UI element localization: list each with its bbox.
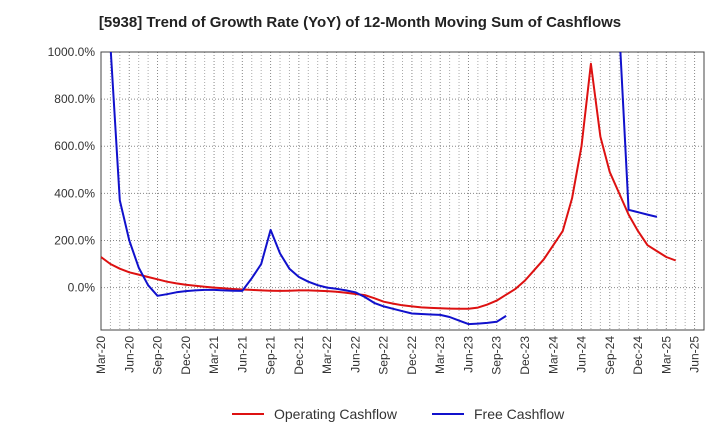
x-tick-label: Jun-24 [575, 336, 589, 373]
y-tick-label: 1000.0% [48, 45, 96, 59]
grid-layer [101, 51, 704, 330]
x-tick-label: Jun-23 [461, 336, 475, 373]
x-tick-label: Mar-20 [94, 336, 108, 374]
x-tick-label: Sep-22 [377, 336, 391, 375]
x-tick-label: Dec-22 [405, 336, 419, 375]
x-tick-label: Sep-24 [603, 336, 617, 375]
x-tick-label: Jun-20 [122, 336, 136, 373]
legend: Operating Cashflow Free Cashflow [232, 406, 565, 422]
chart-title: [5938] Trend of Growth Rate (YoY) of 12-… [98, 14, 622, 31]
x-tick-label: Mar-25 [659, 336, 673, 374]
series-layer [101, 52, 677, 326]
x-tick-label: Mar-22 [320, 336, 334, 374]
x-tick-label: Mar-23 [433, 336, 447, 374]
y-tick-label: 800.0% [54, 92, 95, 106]
y-tick-label: 600.0% [54, 139, 95, 153]
x-tick-label: Jun-21 [235, 336, 249, 373]
legend-label: Operating Cashflow [274, 406, 398, 422]
plot-area [100, 51, 705, 331]
y-tick-label: 200.0% [54, 233, 95, 247]
x-tick-label: Sep-23 [490, 336, 504, 375]
x-tick-label: Dec-24 [631, 336, 645, 375]
y-tick-label: 400.0% [54, 186, 95, 200]
x-tick-label: Mar-21 [207, 336, 221, 374]
x-tick-label: Jun-25 [688, 336, 702, 373]
series-line-operating-cashflow [101, 62, 677, 310]
x-tick-label: Dec-21 [292, 336, 306, 375]
x-tick-label: Sep-21 [264, 336, 278, 375]
y-axis: 0.0% 200.0% 400.0% 600.0% 800.0% 1000.0% [48, 45, 96, 295]
y-tick-label: 0.0% [68, 281, 96, 295]
series-line-free-cashflow [619, 52, 658, 218]
x-tick-label: Dec-20 [179, 336, 193, 375]
x-tick-label: Dec-23 [518, 336, 532, 375]
series-line-free-cashflow [109, 52, 507, 326]
legend-label: Free Cashflow [474, 406, 565, 422]
x-tick-label: Jun-22 [348, 336, 362, 373]
x-axis: Mar-20 Jun-20 Sep-20 Dec-20 Mar-21 Jun-21 Sep-… [94, 336, 702, 375]
x-tick-label: Mar-24 [546, 336, 560, 374]
x-tick-label: Sep-20 [151, 336, 165, 375]
